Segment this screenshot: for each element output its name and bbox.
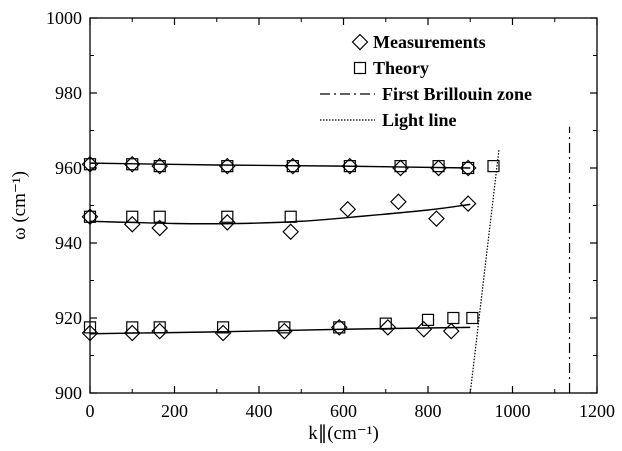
x-axis-label: k∥(cm⁻¹) <box>308 423 379 444</box>
theory-point <box>447 311 460 325</box>
y-tick-label: 940 <box>55 233 82 253</box>
y-axis-label: ω (cm⁻¹) <box>9 171 30 240</box>
y-tick-label: 960 <box>55 158 82 178</box>
theory-point <box>466 311 479 325</box>
theory-point <box>333 321 346 334</box>
theory-point <box>379 317 392 330</box>
fit-curve <box>89 326 471 335</box>
x-tick-label: 1000 <box>495 401 531 421</box>
theory-point <box>126 210 139 223</box>
legend-label: First Brillouin zone <box>382 84 532 104</box>
legend-measurements-marker <box>351 33 369 51</box>
theory-point <box>221 160 234 173</box>
measurement-point <box>282 223 300 241</box>
measurement-point <box>390 193 407 211</box>
x-tick-label: 600 <box>330 401 357 421</box>
theory-point <box>421 313 435 326</box>
y-tick-label: 1000 <box>46 8 82 28</box>
x-tick-label: 0 <box>86 401 95 421</box>
theory-point <box>286 160 299 173</box>
theory-point <box>432 160 445 173</box>
y-tick-label: 980 <box>55 83 82 103</box>
theory-point <box>83 321 97 334</box>
legend: Measurements Theory First Brillouin zone Li… <box>320 32 532 130</box>
theory-point <box>153 321 166 334</box>
measurement-point <box>428 210 445 227</box>
measurement-point <box>415 320 433 338</box>
legend-label: Theory <box>373 58 429 78</box>
x-tick-label: 400 <box>246 401 273 421</box>
theory-point <box>394 160 407 173</box>
legend-label: Light line <box>382 110 457 130</box>
x-tick-label: 200 <box>161 401 188 421</box>
x-tick-label: 1200 <box>579 401 615 421</box>
legend-label: Measurements <box>373 32 486 52</box>
measurement-point <box>151 219 169 237</box>
theory-point <box>153 160 166 173</box>
y-tick-label: 920 <box>55 308 82 328</box>
fit-curve <box>89 203 471 225</box>
x-tick-label: 800 <box>415 401 442 421</box>
measurement-point <box>339 200 357 218</box>
y-tick-label: 900 <box>55 383 82 403</box>
theory-point <box>126 158 139 171</box>
fit-curve <box>89 162 471 169</box>
theory-point <box>343 160 356 173</box>
theory-point <box>126 321 139 334</box>
legend-theory-marker <box>353 61 367 75</box>
theory-point <box>153 210 166 223</box>
measurement-point <box>379 319 397 336</box>
measurement-point <box>442 322 460 340</box>
plot-area: 0 200 400 600 800 1000 1200 900 920 940 960 980 1000 <box>46 8 615 421</box>
reference-line <box>469 149 500 394</box>
theory-point <box>487 160 500 173</box>
theory-point <box>83 210 97 223</box>
theory-point <box>284 210 297 223</box>
measurement-point <box>459 195 477 212</box>
theory-point <box>278 321 291 334</box>
theory-point <box>216 321 230 334</box>
theory-point <box>462 161 475 175</box>
theory-point <box>221 210 234 223</box>
theory-point <box>83 158 97 171</box>
